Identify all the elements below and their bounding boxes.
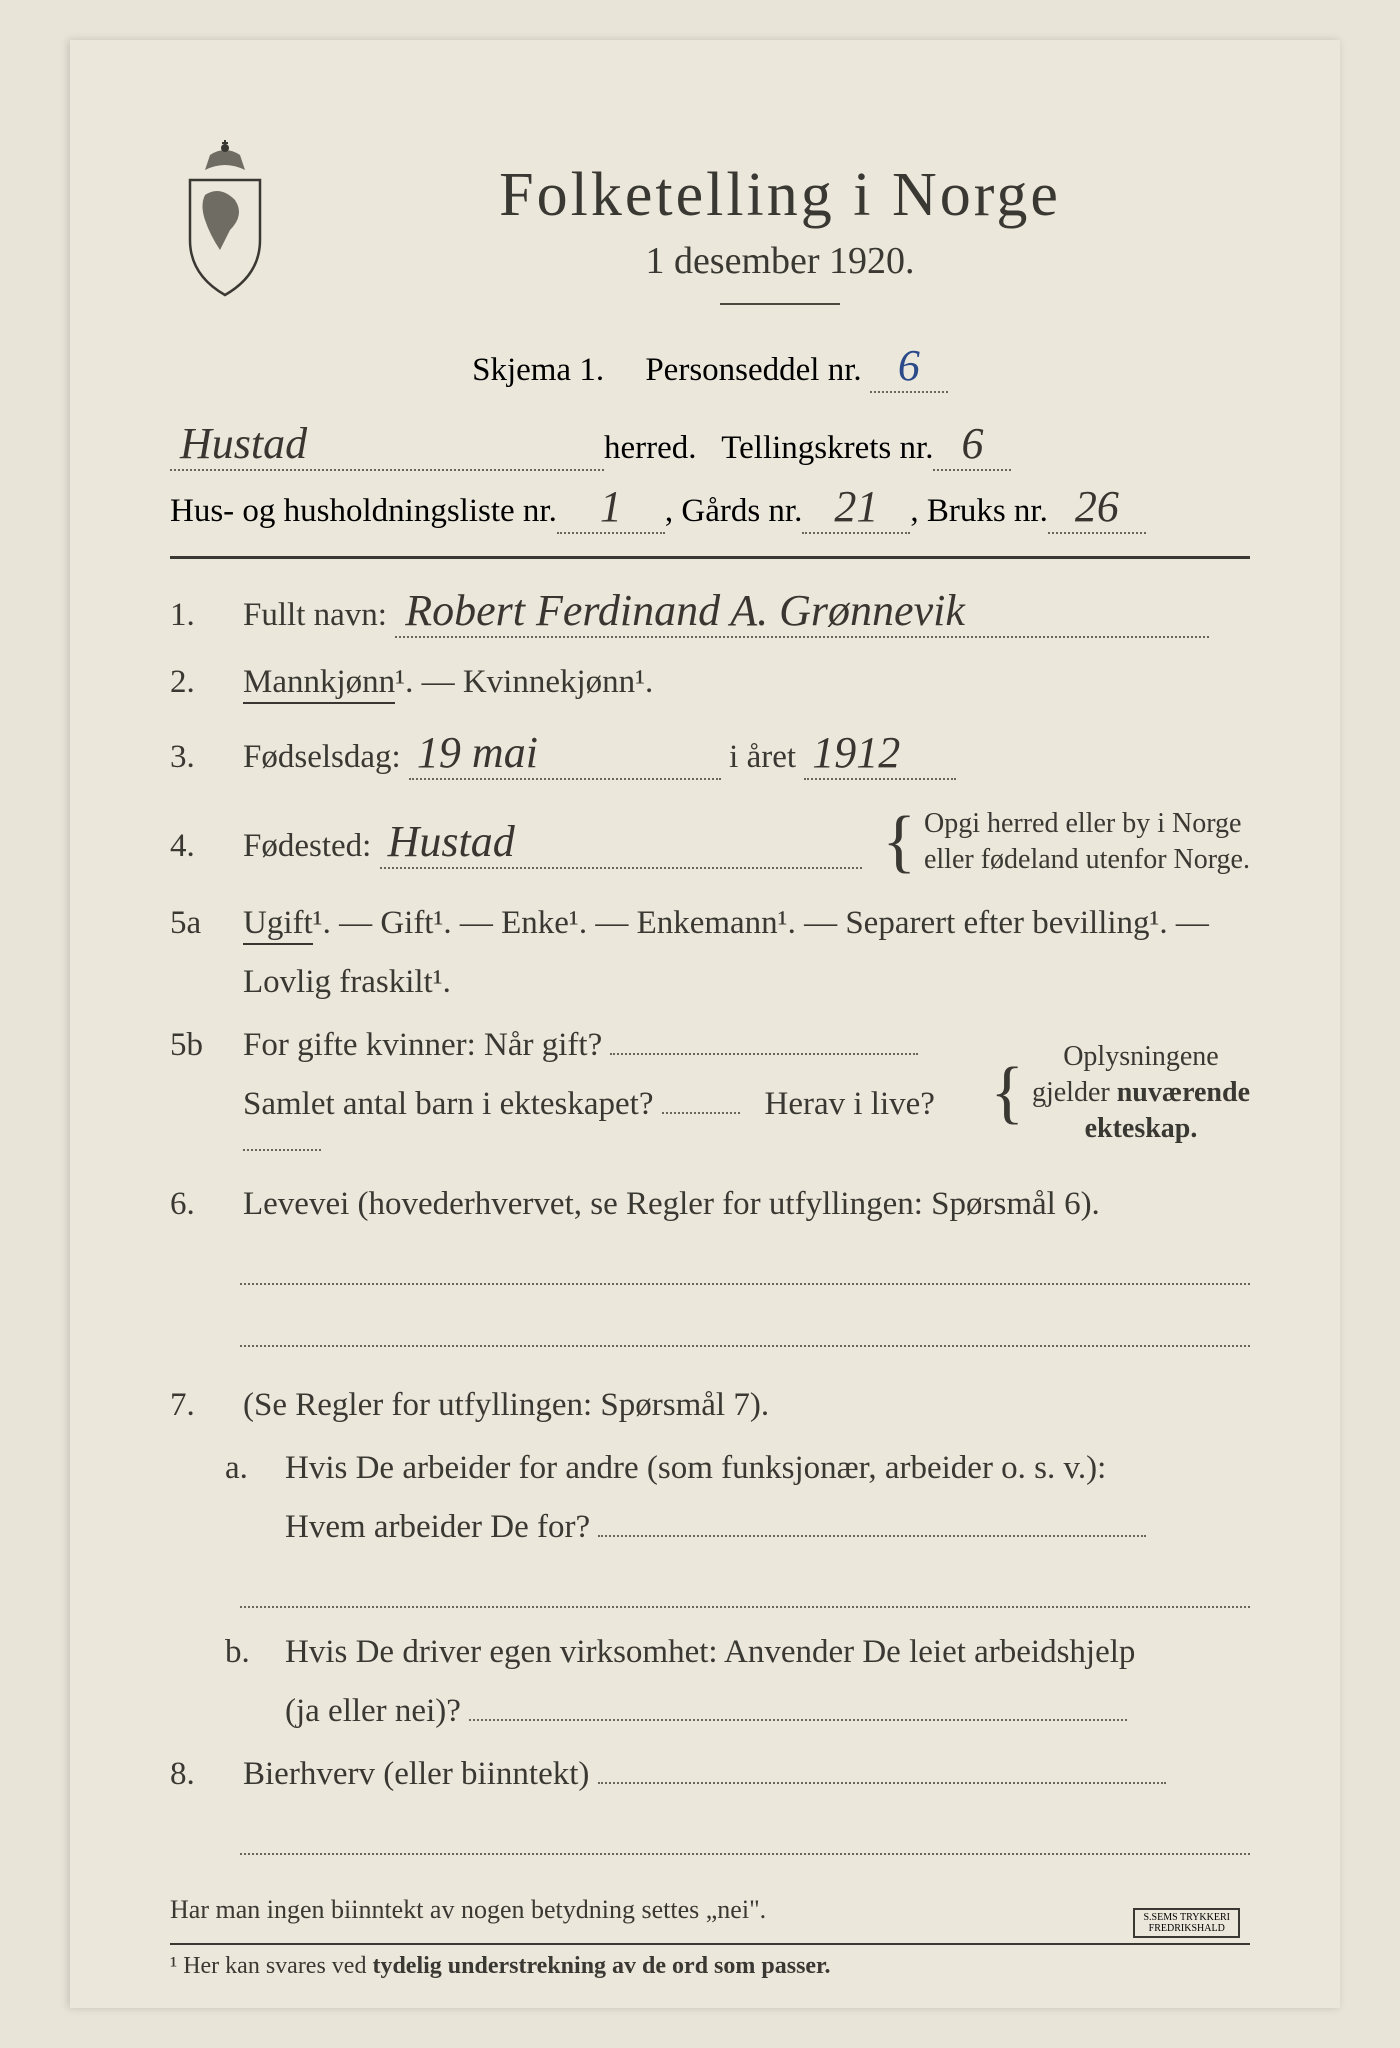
q7b-letter: b. [225,1634,267,1671]
q7: 7. (Se Regler for utfyllingen: Spørsmål … [170,1387,1250,1424]
q5a-line2: Lovlig fraskilt¹. [243,964,1250,1001]
main-title: Folketelling i Norge [310,160,1250,231]
q7-text: (Se Regler for utfyllingen: Spørsmål 7). [243,1387,1250,1424]
q5a-num: 5a [170,905,225,942]
q5a-underlined: Ugift [243,905,313,945]
q3-mid: i året [729,739,796,775]
q2-num: 2. [170,664,225,701]
husliste-row: Hus- og husholdningsliste nr. 1 , Gårds … [170,481,1250,534]
q5b-note-l1: Oplysningene [1032,1039,1250,1075]
q5b-note-l2: gjelder nuværende [1032,1075,1250,1111]
tellingskrets-label: Tellingskrets nr. [721,430,933,467]
herred-value: Hustad [180,419,307,468]
subtitle: 1 desember 1920. [310,239,1250,283]
q8-num: 8. [170,1756,225,1793]
q8-blank [240,1823,1250,1855]
header: Folketelling i Norge 1 desember 1920. [170,140,1250,325]
q6: 6. Levevei (hovederhvervet, se Regler fo… [170,1186,1250,1223]
q5b-l2a: Samlet antal barn i ekteskapet? [243,1086,654,1122]
q6-blank2 [240,1315,1250,1347]
personseddel-nr: 6 [898,341,920,390]
q4-note-l1: Opgi herred eller by i Norge [924,806,1250,842]
gards-nr: 21 [834,482,878,531]
q8-text: Bierhverv (eller biinntekt) [243,1756,589,1792]
coat-of-arms-icon [170,140,280,300]
q7a: a. Hvis De arbeider for andre (som funks… [225,1450,1250,1546]
q1-value: Robert Ferdinand A. Grønnevik [405,586,965,635]
q2: 2. Mannkjønn¹. — Kvinnekjønn¹. [170,664,1250,701]
q7a-blank [240,1576,1250,1608]
skjema-label: Skjema 1. [472,352,604,388]
stamp-l2: FREDRIKSHALD [1143,1923,1230,1934]
q3-label: Fødselsdag: [243,739,401,775]
q3-num: 3. [170,739,225,776]
q6-blank1 [240,1253,1250,1285]
q5a: 5a Ugift¹. — Gift¹. — Enke¹. — Enkemann¹… [170,905,1250,1001]
bruks-label: , Bruks nr. [910,493,1048,530]
q5b: 5b For gifte kvinner: Når gift? Samlet a… [170,1027,1250,1160]
q6-num: 6. [170,1186,225,1223]
q7b-l1: Hvis De driver egen virksomhet: Anvender… [285,1634,1250,1671]
q7a-letter: a. [225,1450,267,1487]
q1: 1. Fullt navn: Robert Ferdinand A. Grønn… [170,585,1250,638]
title-divider [720,303,840,305]
q8: 8. Bierhverv (eller biinntekt) [170,1756,1250,1793]
q2-underlined: Mannkjønn [243,664,395,704]
gards-label: , Gårds nr. [665,493,802,530]
q1-num: 1. [170,597,225,634]
title-block: Folketelling i Norge 1 desember 1920. [310,140,1250,325]
q4-num: 4. [170,828,225,865]
q5b-l2b: Herav i live? [765,1086,935,1122]
skjema-line: Skjema 1. Personseddel nr. 6 [170,340,1250,393]
q3-day: 19 mai [417,728,538,777]
q4-label: Fødested: [243,828,371,864]
main-divider [170,556,1250,559]
printer-stamp: S.SEMS TRYKKERI FREDRIKSHALD [1133,1908,1240,1938]
q4: 4. Fødested: Hustad { Opgi herred eller … [170,806,1250,879]
document-page: Folketelling i Norge 1 desember 1920. Sk… [70,40,1340,2008]
q6-text: Levevei (hovederhvervet, se Regler for u… [243,1186,1250,1223]
q5b-num: 5b [170,1027,225,1064]
footnote: ¹ Her kan svares ved tydelig understrekn… [170,1943,1250,1980]
q7-num: 7. [170,1387,225,1424]
footer-note: Har man ingen biinntekt av nogen betydni… [170,1895,1250,1925]
husliste-nr: 1 [600,482,622,531]
q1-label: Fullt navn: [243,597,387,633]
q5b-l1: For gifte kvinner: Når gift? [243,1027,602,1063]
q3-year: 1912 [812,728,900,777]
q2-rest: ¹. — Kvinnekjønn¹. [395,664,653,700]
q5a-rest: ¹. — Gift¹. — Enke¹. — Enkemann¹. — Sepa… [313,905,1209,941]
q7a-l1: Hvis De arbeider for andre (som funksjon… [285,1450,1250,1487]
q7b: b. Hvis De driver egen virksomhet: Anven… [225,1634,1250,1730]
q7a-l2: Hvem arbeider De for? [285,1509,590,1545]
q3: 3. Fødselsdag: 19 mai i året 1912 [170,727,1250,780]
q5b-note: { Oplysningene gjelder nuværende ekteska… [990,1039,1250,1148]
husliste-label: Hus- og husholdningsliste nr. [170,493,557,530]
herred-label: herred. [604,430,697,467]
q4-value: Hustad [388,817,515,866]
herred-row: Hustad herred. Tellingskrets nr. 6 [170,418,1250,471]
tellingskrets-nr: 6 [961,419,983,468]
stamp-l1: S.SEMS TRYKKERI [1143,1912,1230,1923]
personseddel-label: Personseddel nr. [645,352,861,388]
q4-note-l2: eller fødeland utenfor Norge. [924,842,1250,878]
q7b-l2: (ja eller nei)? [285,1693,461,1729]
q4-note: { Opgi herred eller by i Norge eller fød… [882,806,1250,879]
bruks-nr: 26 [1075,482,1119,531]
q5b-note-l3: ekteskap. [1032,1111,1250,1147]
